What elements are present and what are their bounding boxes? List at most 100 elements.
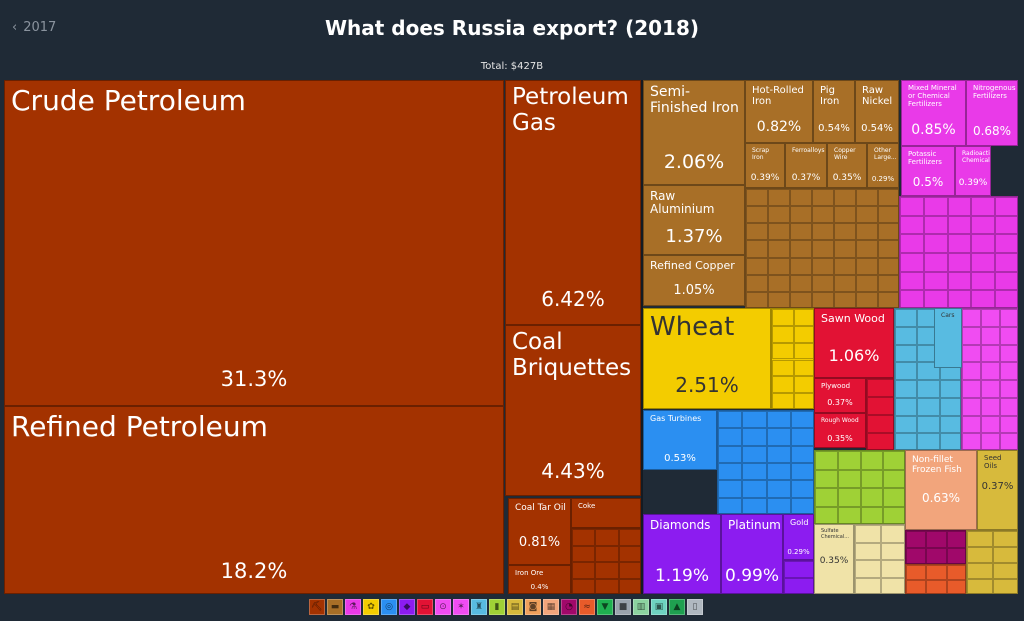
minor-products-tile[interactable] [814, 450, 905, 524]
minor-product-cell[interactable] [1000, 380, 1017, 398]
tile-refined-copper[interactable]: Refined Copper 1.05% [643, 255, 745, 306]
minor-product-cell[interactable] [895, 309, 918, 327]
minor-product-cell[interactable] [867, 397, 893, 415]
minor-product-cell[interactable] [790, 480, 813, 498]
minor-product-cell[interactable] [860, 451, 884, 470]
minor-product-cell[interactable] [906, 548, 927, 563]
minor-product-cell[interactable] [595, 562, 619, 579]
minor-product-cell[interactable] [856, 223, 878, 241]
minor-product-cell[interactable] [860, 469, 884, 488]
minor-product-cell[interactable] [962, 380, 981, 398]
minor-product-cell[interactable] [923, 234, 948, 253]
minor-product-cell[interactable] [1000, 415, 1017, 434]
minor-product-cell[interactable] [834, 274, 856, 292]
minor-product-cell[interactable] [837, 488, 861, 507]
minor-product-cell[interactable] [900, 234, 924, 253]
minor-products-tile[interactable] [641, 80, 643, 594]
tile-seed-oils[interactable]: Seed Oils 0.37% [977, 450, 1018, 530]
minor-product-cell[interactable] [812, 206, 834, 224]
minor-product-cell[interactable] [812, 274, 834, 292]
minor-product-cell[interactable] [793, 342, 813, 360]
minor-product-cell[interactable] [768, 274, 790, 292]
minor-product-cell[interactable] [900, 197, 924, 216]
minor-product-cell[interactable] [939, 380, 960, 398]
minor-product-cell[interactable] [742, 411, 767, 429]
minor-products-tile[interactable] [571, 528, 641, 594]
minor-product-cell[interactable] [880, 577, 904, 593]
minor-product-cell[interactable] [595, 529, 619, 546]
minor-product-cell[interactable] [746, 291, 768, 307]
minor-product-cell[interactable] [815, 506, 838, 523]
minor-product-cell[interactable] [618, 545, 640, 562]
minor-product-cell[interactable] [946, 531, 965, 548]
minor-product-cell[interactable] [995, 215, 1017, 235]
minor-product-cell[interactable] [883, 469, 904, 488]
minor-product-cell[interactable] [923, 253, 948, 272]
minor-product-cell[interactable] [878, 206, 898, 224]
minor-product-cell[interactable] [856, 206, 878, 224]
minor-product-cell[interactable] [855, 542, 881, 560]
minor-product-cell[interactable] [790, 291, 812, 307]
minor-product-cell[interactable] [718, 497, 743, 513]
leaf-icon[interactable]: ✶ [453, 599, 469, 615]
minor-products-tile[interactable] [866, 378, 894, 450]
car-icon[interactable]: ▲ [669, 599, 685, 615]
minor-product-cell[interactable] [946, 565, 965, 580]
minor-product-cell[interactable] [967, 547, 993, 563]
ruler-icon[interactable]: ▭ [417, 599, 433, 615]
minor-product-cell[interactable] [878, 189, 898, 207]
minor-product-cell[interactable] [746, 257, 768, 275]
flask-icon[interactable]: ⚗ [345, 599, 361, 615]
minor-product-cell[interactable] [1000, 397, 1017, 416]
shirt-icon[interactable]: ▼ [597, 599, 613, 615]
tile-gold[interactable]: Gold 0.29% [783, 514, 814, 560]
minor-product-cell[interactable] [718, 411, 743, 429]
minor-product-cell[interactable] [906, 531, 927, 548]
minor-product-cell[interactable] [971, 234, 996, 253]
minor-product-cell[interactable] [837, 506, 861, 523]
minor-product-cell[interactable] [595, 545, 619, 562]
minor-product-cell[interactable] [971, 215, 996, 235]
minor-product-cell[interactable] [812, 223, 834, 241]
chair-icon[interactable]: ♜ [471, 599, 487, 615]
minor-products-tile[interactable] [894, 308, 961, 450]
minor-product-cell[interactable] [878, 223, 898, 241]
minor-products-tile[interactable] [771, 308, 814, 409]
minor-product-cell[interactable] [790, 206, 812, 224]
tire-icon[interactable]: ⊙ [435, 599, 451, 615]
minor-product-cell[interactable] [790, 223, 812, 241]
minor-product-cell[interactable] [790, 189, 812, 207]
minor-product-cell[interactable] [926, 580, 947, 593]
minor-product-cell[interactable] [718, 445, 743, 463]
minor-product-cell[interactable] [967, 579, 993, 593]
minor-product-cell[interactable] [878, 291, 898, 307]
tile-iron-ore[interactable]: Iron Ore 0.4% [508, 565, 571, 594]
tile-gas-turbines[interactable]: Gas Turbines 0.53% [643, 410, 717, 470]
minor-product-cell[interactable] [947, 215, 972, 235]
minor-product-cell[interactable] [742, 497, 767, 513]
minor-product-cell[interactable] [784, 578, 813, 593]
minor-product-cell[interactable] [995, 271, 1017, 291]
minor-product-cell[interactable] [860, 488, 884, 507]
minor-product-cell[interactable] [790, 274, 812, 292]
minor-product-cell[interactable] [962, 309, 981, 327]
minor-product-cell[interactable] [768, 223, 790, 241]
minor-product-cell[interactable] [768, 257, 790, 275]
minor-product-cell[interactable] [993, 563, 1017, 579]
minor-product-cell[interactable] [962, 344, 981, 363]
minor-product-cell[interactable] [900, 253, 924, 272]
minor-product-cell[interactable] [815, 451, 838, 470]
minor-product-cell[interactable] [746, 189, 768, 207]
minor-product-cell[interactable] [971, 253, 996, 272]
tile-diamonds[interactable]: Diamonds 1.19% [643, 514, 721, 594]
minor-product-cell[interactable] [981, 344, 1000, 363]
minor-product-cell[interactable] [962, 326, 981, 345]
minor-product-cell[interactable] [962, 397, 981, 416]
minor-product-cell[interactable] [895, 433, 918, 449]
tile-cars[interactable]: Cars [934, 308, 962, 368]
minor-product-cell[interactable] [981, 415, 1000, 434]
minor-product-cell[interactable] [790, 428, 813, 446]
pickaxe-icon[interactable]: ⛏ [309, 599, 325, 615]
minor-product-cell[interactable] [837, 451, 861, 470]
minor-product-cell[interactable] [812, 257, 834, 275]
